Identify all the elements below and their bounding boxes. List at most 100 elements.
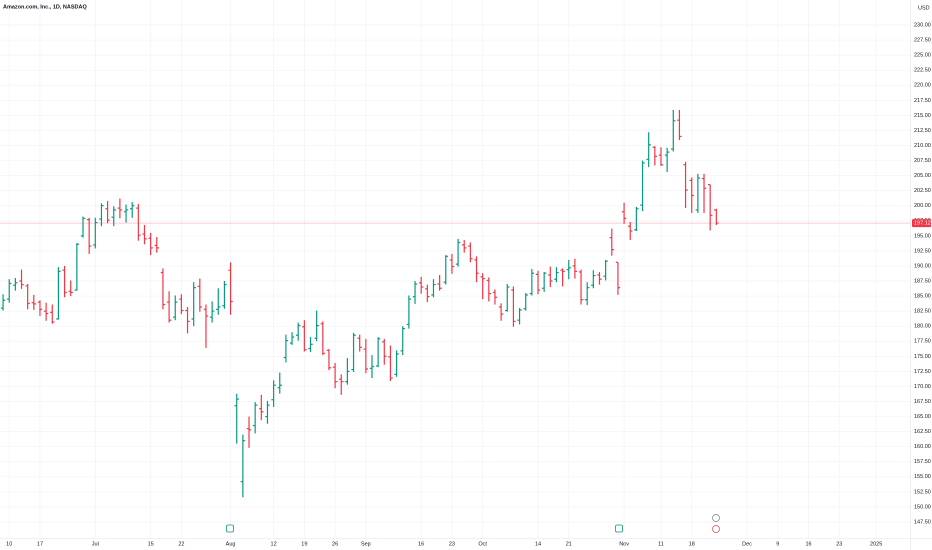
y-tick-label: 200.00	[914, 203, 931, 209]
y-tick-label: 187.50	[914, 278, 931, 284]
ohlc-bar	[13, 278, 18, 291]
ohlc-bar	[615, 261, 621, 295]
ohlc-bar	[566, 259, 571, 280]
ohlc-bar	[388, 345, 393, 382]
ohlc-bar	[554, 267, 559, 283]
earnings-marker[interactable]	[226, 524, 234, 533]
ohlc-bar	[117, 198, 123, 219]
x-tick-label: Oct	[478, 541, 487, 547]
labels: 147.50 150.00 152.50 155.00 157.50 160.00 162.…	[6, 22, 931, 547]
y-tick-label: 227.50	[914, 38, 931, 44]
x-tick-label: 16	[418, 541, 424, 547]
earnings-marker[interactable]	[615, 524, 623, 533]
ohlc-bar	[339, 374, 344, 395]
x-tick-label: Sep	[361, 541, 371, 547]
ohlc-bar	[289, 332, 295, 345]
y-tick-label: 152.50	[914, 489, 931, 495]
ohlc-bar	[406, 295, 412, 329]
y-tick-label: 220.00	[914, 83, 931, 89]
ohlc-bar	[259, 394, 264, 421]
currency: USD	[918, 5, 930, 11]
x-tick-label: Nov	[619, 541, 629, 547]
y-tick-label: 222.50	[914, 68, 931, 74]
ohlc-bar	[455, 238, 461, 267]
ohlc-bar	[302, 320, 307, 352]
x-tick-label: 14	[535, 541, 541, 547]
y-tick-label: 225.00	[914, 53, 931, 59]
ohlc-bar	[43, 302, 49, 321]
ohlc-bar	[418, 276, 424, 294]
x-tick-label: 23	[836, 541, 842, 547]
ohlc-bar	[37, 300, 43, 316]
ohlc-bar	[664, 147, 670, 172]
ohlc-bar	[701, 173, 707, 213]
last-price-box	[912, 219, 931, 228]
ohlc-bar	[363, 338, 369, 374]
ohlc-bar	[369, 355, 375, 379]
x-tick-label: 12	[271, 541, 277, 547]
ohlc-bar	[25, 284, 30, 310]
ohlc-bar	[707, 184, 713, 231]
ohlc-bar	[646, 132, 651, 168]
ohlc-bar	[351, 332, 356, 372]
ohlc-bar	[277, 372, 282, 394]
ohlc-bar	[166, 291, 172, 323]
ohlc-bar	[609, 228, 614, 256]
event-marker[interactable]	[712, 514, 720, 522]
ohlc-bar	[425, 284, 430, 303]
y-tick-label: 172.50	[914, 369, 931, 375]
y-tick-label: 190.00	[914, 263, 931, 269]
ohlc-bar	[492, 289, 498, 305]
ohlc-bar	[658, 147, 664, 166]
ohlc-bar	[271, 380, 276, 407]
ohlc-bar	[523, 293, 528, 311]
y-tick-label: 212.50	[914, 128, 931, 134]
ohlc-bar	[240, 434, 246, 498]
event-markers	[226, 514, 720, 533]
ohlc-bar	[265, 400, 270, 424]
x-tick-label: 17	[37, 541, 43, 547]
y-tick-label: 150.00	[914, 504, 931, 510]
ohlc-bar	[228, 262, 233, 315]
ohlc-bar	[517, 308, 522, 325]
ohlc-bar	[548, 266, 553, 288]
ohlc-bar	[154, 237, 159, 253]
ohlc-bar	[375, 337, 381, 368]
event-marker[interactable]	[712, 525, 720, 533]
y-tick-label: 170.00	[914, 384, 931, 390]
ohlc-bar	[80, 216, 86, 238]
ohlc-bar	[498, 303, 504, 321]
ohlc-bar	[486, 277, 492, 302]
ohlc-bar	[480, 273, 485, 300]
ohlc-bar	[591, 270, 596, 289]
ohlc-bar	[628, 221, 633, 241]
ohlc-bar	[173, 295, 178, 321]
ohlc-bar	[68, 280, 73, 297]
chart-title: Amazon.com, Inc., 1D, NASDAQ	[3, 4, 87, 10]
ohlc-bar	[671, 109, 676, 152]
y-tick-label: 160.00	[914, 444, 931, 450]
y-tick-label: 157.50	[914, 459, 931, 465]
y-tick-label: 207.50	[914, 158, 931, 164]
ohlc-bar	[578, 269, 584, 305]
ohlc-bar	[252, 402, 258, 434]
y-tick-label: 217.50	[914, 98, 931, 104]
ohlc-bar	[443, 255, 448, 285]
ohlc-bar	[19, 269, 24, 289]
ohlc-bar	[677, 109, 682, 141]
x-tick-label: 10	[6, 541, 12, 547]
x-tick-label: 9	[776, 541, 779, 547]
ohlc-bar	[136, 203, 141, 241]
y-tick-label: 177.50	[914, 339, 931, 345]
ohlc-bar	[142, 224, 147, 245]
ohlc-bar	[529, 268, 535, 296]
ohlc-bar	[345, 358, 350, 385]
ohlc-bar	[62, 265, 67, 298]
ohlc-bar	[640, 160, 645, 212]
ohlc-bar	[572, 258, 578, 279]
ohlc-bar	[203, 304, 209, 348]
y-tick-label: 192.50	[914, 248, 931, 254]
ohlc-bar	[695, 173, 701, 213]
ohlc-bar	[431, 279, 436, 298]
